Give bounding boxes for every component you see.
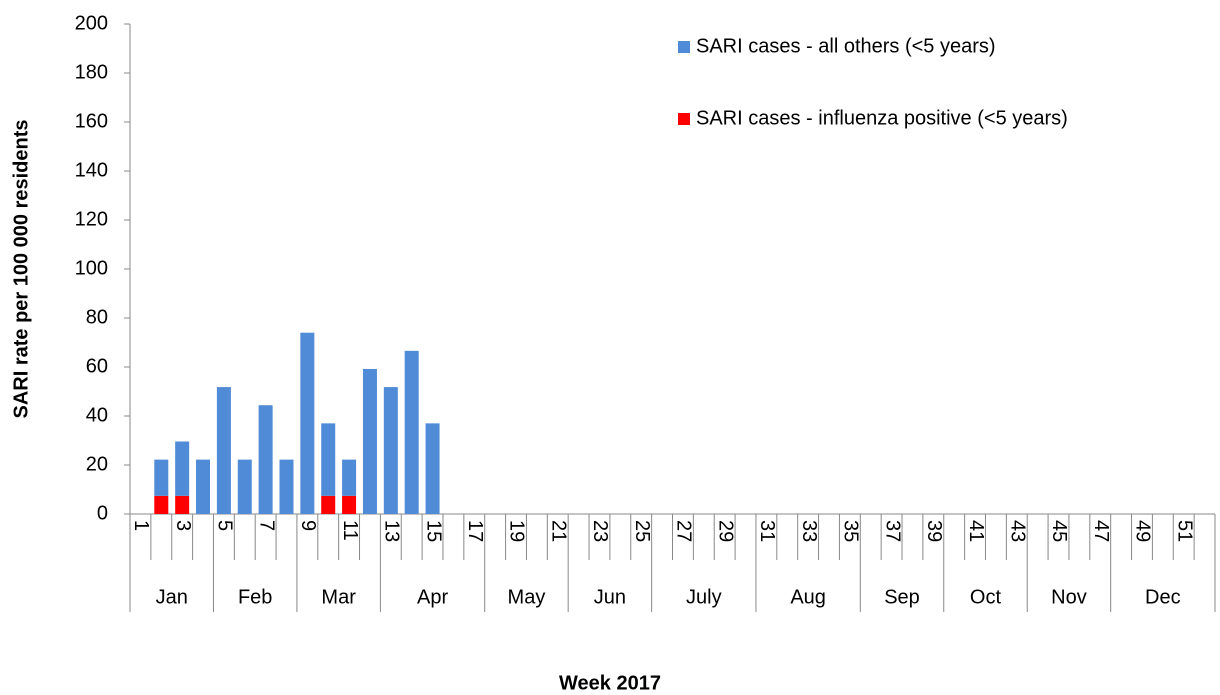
x-tick-label: 29: [714, 520, 736, 542]
group-label: Sep: [884, 586, 920, 608]
y-tick-label: 80: [86, 306, 108, 328]
y-tick-label: 180: [75, 61, 108, 83]
bar-segment: [216, 387, 231, 514]
group-label: May: [508, 586, 546, 608]
x-axis-title: Week 2017: [559, 672, 661, 694]
bar-segment: [154, 459, 169, 496]
y-tick-label: 0: [97, 502, 108, 524]
x-tick-label: 19: [506, 520, 528, 542]
bar-segment: [321, 423, 336, 496]
group-label: Mar: [321, 586, 356, 608]
bar-segment: [175, 441, 190, 496]
legend-label: SARI cases - all others (<5 years): [696, 35, 996, 57]
bar-segment: [237, 459, 252, 514]
bar-segment: [258, 405, 273, 514]
x-tick-label: 23: [589, 520, 611, 542]
y-tick-label: 140: [75, 159, 108, 181]
group-label: Oct: [970, 586, 1002, 608]
y-tick-label: 120: [75, 208, 108, 230]
x-tick-label: 25: [631, 520, 653, 542]
x-tick-label: 49: [1132, 520, 1154, 542]
y-tick-label: 60: [86, 355, 108, 377]
legend-swatch: [678, 41, 690, 53]
x-tick-label: 1: [130, 520, 152, 531]
x-tick-label: 27: [673, 520, 695, 542]
x-tick-label: 11: [339, 520, 361, 541]
y-tick-label: 160: [75, 110, 108, 132]
x-tick-label: 41: [965, 520, 987, 542]
x-tick-label: 13: [381, 520, 403, 542]
x-tick-label: 15: [422, 520, 444, 542]
bar-segment: [154, 495, 169, 514]
x-tick-label: 47: [1090, 520, 1112, 542]
bar-segment: [175, 495, 190, 514]
x-tick-label: 39: [923, 520, 945, 542]
bar-segment: [196, 459, 211, 514]
x-tick-label: 3: [172, 520, 194, 531]
group-label: Dec: [1145, 586, 1181, 608]
y-tick-label: 20: [86, 453, 108, 475]
y-tick-label: 40: [86, 404, 108, 426]
bar-segment: [362, 368, 377, 514]
x-tick-label: 43: [1006, 520, 1028, 542]
x-tick-label: 17: [464, 520, 486, 542]
x-tick-label: 7: [255, 520, 277, 531]
bar-segment: [279, 459, 294, 514]
group-label: Jan: [156, 586, 188, 608]
x-tick-label: 33: [798, 520, 820, 542]
group-label: Feb: [238, 586, 272, 608]
group-label: Nov: [1051, 586, 1087, 608]
group-label: Jun: [594, 586, 626, 608]
bar-segment: [342, 459, 357, 496]
y-axis-title: SARI rate per 100 000 residents: [10, 119, 32, 418]
group-label: July: [686, 586, 722, 608]
legend-label: SARI cases - influenza positive (<5 year…: [696, 107, 1068, 129]
bar-segment: [300, 332, 315, 514]
bar-segment: [425, 423, 440, 514]
legend-swatch: [678, 113, 690, 125]
x-tick-label: 5: [214, 520, 236, 531]
x-tick-label: 9: [297, 520, 319, 531]
bar-segment: [321, 495, 336, 514]
group-label: Aug: [790, 586, 826, 608]
x-tick-label: 51: [1173, 520, 1195, 542]
bar-segment: [342, 495, 357, 514]
y-tick-label: 200: [75, 12, 108, 34]
x-tick-label: 21: [547, 520, 569, 542]
x-tick-label: 45: [1048, 520, 1070, 542]
bar-segment: [383, 387, 398, 514]
x-tick-label: 31: [756, 520, 778, 542]
bar-segment: [404, 350, 419, 514]
group-label: Apr: [417, 586, 448, 608]
y-tick-label: 100: [75, 257, 108, 279]
x-tick-label: 37: [881, 520, 903, 542]
x-tick-label: 35: [840, 520, 862, 542]
